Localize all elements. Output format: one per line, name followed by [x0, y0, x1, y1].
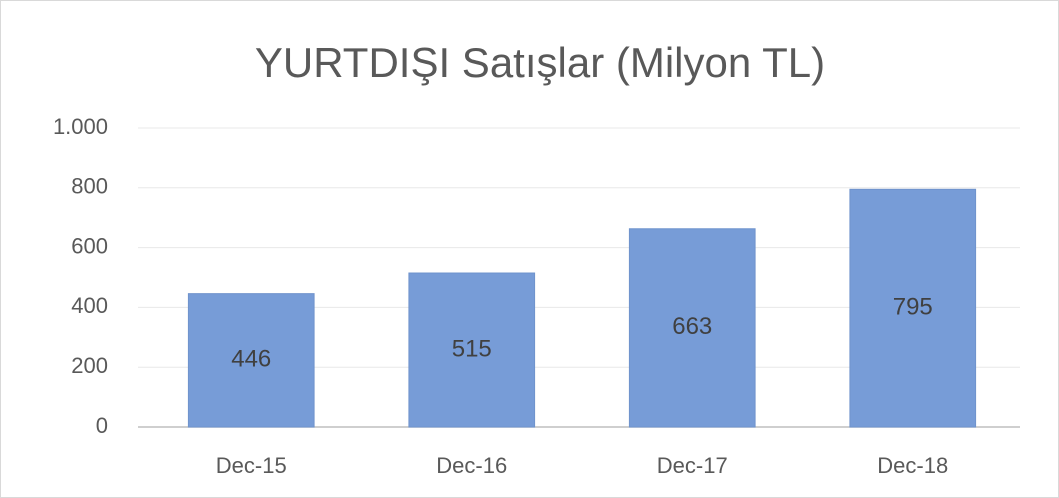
data-label: 795 — [893, 293, 933, 320]
bar — [408, 272, 536, 428]
x-tick-label: Dec-17 — [657, 453, 728, 478]
y-tick-label: 600 — [71, 233, 108, 258]
y-tick-label: 1.000 — [53, 114, 108, 139]
bar — [187, 293, 315, 428]
data-label: 446 — [231, 346, 271, 373]
y-tick-label: 200 — [71, 353, 108, 378]
y-tick-label: 800 — [71, 174, 108, 199]
x-tick-label: Dec-18 — [877, 453, 948, 478]
data-label: 663 — [672, 313, 712, 340]
x-tick-label: Dec-15 — [216, 453, 287, 478]
bar — [849, 188, 977, 428]
x-tick-label: Dec-16 — [436, 453, 507, 478]
bar — [628, 228, 756, 428]
y-tick-label: 400 — [71, 293, 108, 318]
chart-title: YURTDIŞI Satışlar (Milyon TL) — [255, 39, 825, 86]
y-tick-label: 0 — [96, 413, 108, 438]
data-label: 515 — [452, 335, 492, 362]
